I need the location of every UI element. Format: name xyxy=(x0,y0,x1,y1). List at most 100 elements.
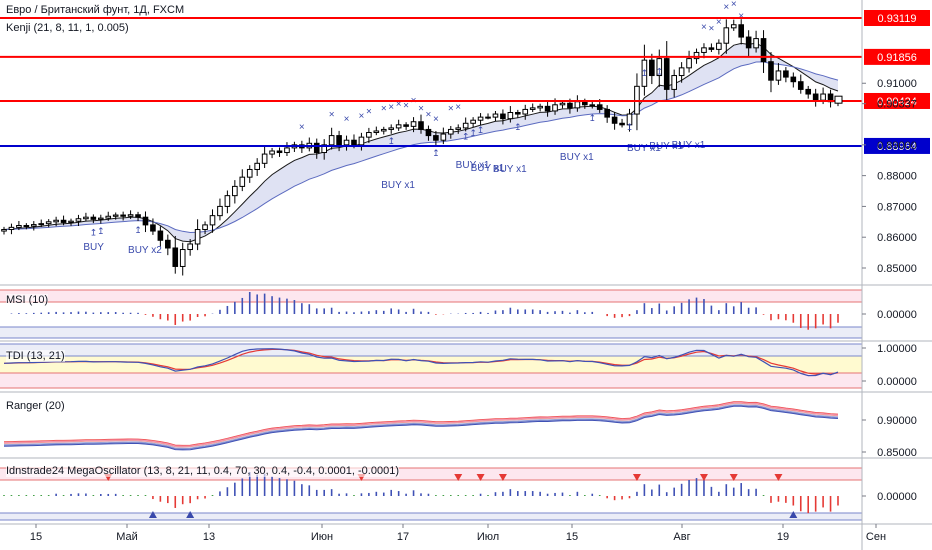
candle-body xyxy=(336,135,342,146)
sell-signal-mark: × xyxy=(403,100,409,111)
candle xyxy=(604,105,610,123)
candle-body xyxy=(641,59,648,87)
candle xyxy=(142,211,149,233)
candle-body xyxy=(500,113,506,120)
candle xyxy=(38,219,45,228)
osc-down-arrow xyxy=(774,474,783,481)
buy-signal-mark: ↥ xyxy=(477,125,485,135)
chart-title: Евро / Британский фунт, 1Д, FXCM xyxy=(6,4,185,16)
sell-signal-mark: × xyxy=(299,122,305,133)
candle-body xyxy=(276,150,283,154)
candle xyxy=(172,235,179,274)
candle xyxy=(433,130,439,146)
sell-signal-mark: × xyxy=(381,103,387,114)
candle-body xyxy=(217,205,223,217)
candle xyxy=(1,226,7,235)
candle xyxy=(60,215,67,226)
candle-body xyxy=(671,75,677,90)
candle-body xyxy=(477,116,484,121)
panel-label-msi: MSI (10) xyxy=(6,294,49,306)
candle-body xyxy=(127,214,134,217)
candle xyxy=(68,218,74,226)
buy-signal-mark: ↥ xyxy=(387,136,395,146)
candle-body xyxy=(8,226,15,231)
osc-down-arrow xyxy=(699,474,708,481)
candle xyxy=(395,119,402,131)
ranger-line xyxy=(3,404,839,449)
ranger-line xyxy=(3,404,839,450)
candle xyxy=(336,130,342,152)
candle-body xyxy=(514,112,521,115)
signal-label: BUY x1 xyxy=(456,160,490,171)
buy-signal-mark: ↥ xyxy=(656,67,664,77)
candle-body xyxy=(380,128,387,132)
candle-body xyxy=(604,108,610,118)
candle-body xyxy=(209,215,216,226)
sell-signal-mark: × xyxy=(433,114,439,125)
candle-body xyxy=(544,105,551,112)
candle-body xyxy=(626,113,633,126)
candle xyxy=(135,211,141,222)
msi-lower-band xyxy=(0,327,862,338)
candle xyxy=(224,190,231,214)
sell-signal-mark: × xyxy=(448,103,454,114)
osc-down-arrow xyxy=(632,474,641,481)
candle xyxy=(641,44,648,96)
candle-body xyxy=(768,61,774,81)
sell-signal-mark: × xyxy=(359,111,365,122)
tdi-upper-band xyxy=(0,344,862,356)
candle xyxy=(187,239,193,256)
candle-body xyxy=(150,224,156,232)
candle xyxy=(358,132,365,151)
candle xyxy=(783,67,789,83)
candle-body xyxy=(388,127,395,130)
signal-label: BUY x1 xyxy=(560,152,594,163)
osc-down-arrow xyxy=(729,474,738,481)
time-tick-label: Июн xyxy=(311,531,333,543)
candle-body xyxy=(753,38,759,49)
time-tick-label: 17 xyxy=(397,531,409,543)
candle-body xyxy=(395,124,402,129)
time-tick-label: Сен xyxy=(866,531,886,543)
candle xyxy=(90,214,97,224)
candle-body xyxy=(239,176,246,187)
price-axis: 0.93119 0.91856 0.90424 0.88964 0.85000 0.860… xyxy=(861,0,930,550)
buy-signal-mark: ↥ xyxy=(641,68,649,78)
candle xyxy=(656,49,663,87)
candle-body xyxy=(179,249,186,267)
candle-body xyxy=(820,93,826,101)
candle xyxy=(797,74,804,94)
sell-signal-mark: × xyxy=(388,102,394,113)
indicator-label: Kenji (21, 8, 11, 1, 0.005) xyxy=(6,22,129,34)
candle xyxy=(418,114,424,134)
candle xyxy=(75,214,82,226)
candle-body xyxy=(321,144,328,154)
osc-down-arrow xyxy=(476,474,485,481)
candle-body xyxy=(812,93,819,101)
buy-signal-mark: ↥ xyxy=(626,122,634,132)
sell-signal-mark: × xyxy=(738,11,744,22)
candle-body xyxy=(313,142,320,154)
signal-label: BUY x1 xyxy=(381,180,415,191)
candle xyxy=(232,180,238,204)
candle xyxy=(455,124,462,134)
candle xyxy=(388,124,395,134)
last-candle-marker xyxy=(834,95,843,104)
candle xyxy=(261,146,268,169)
candle-body xyxy=(343,139,350,146)
candle-body xyxy=(716,42,722,50)
candle-body xyxy=(284,147,290,154)
buy-signal-mark: ↥ xyxy=(134,225,142,235)
level-label-box xyxy=(864,10,930,26)
buy-signal-mark: ↥ xyxy=(432,148,440,158)
candle-body xyxy=(254,162,260,170)
candle-body xyxy=(112,214,119,217)
candle-body xyxy=(730,24,737,29)
candle xyxy=(775,63,782,85)
signal-label: BUY x1 xyxy=(493,164,527,175)
price-tick-label: 0.91000 xyxy=(877,78,917,90)
candle xyxy=(485,113,491,120)
candle xyxy=(760,30,767,73)
candle xyxy=(753,30,759,53)
candle xyxy=(194,219,201,251)
